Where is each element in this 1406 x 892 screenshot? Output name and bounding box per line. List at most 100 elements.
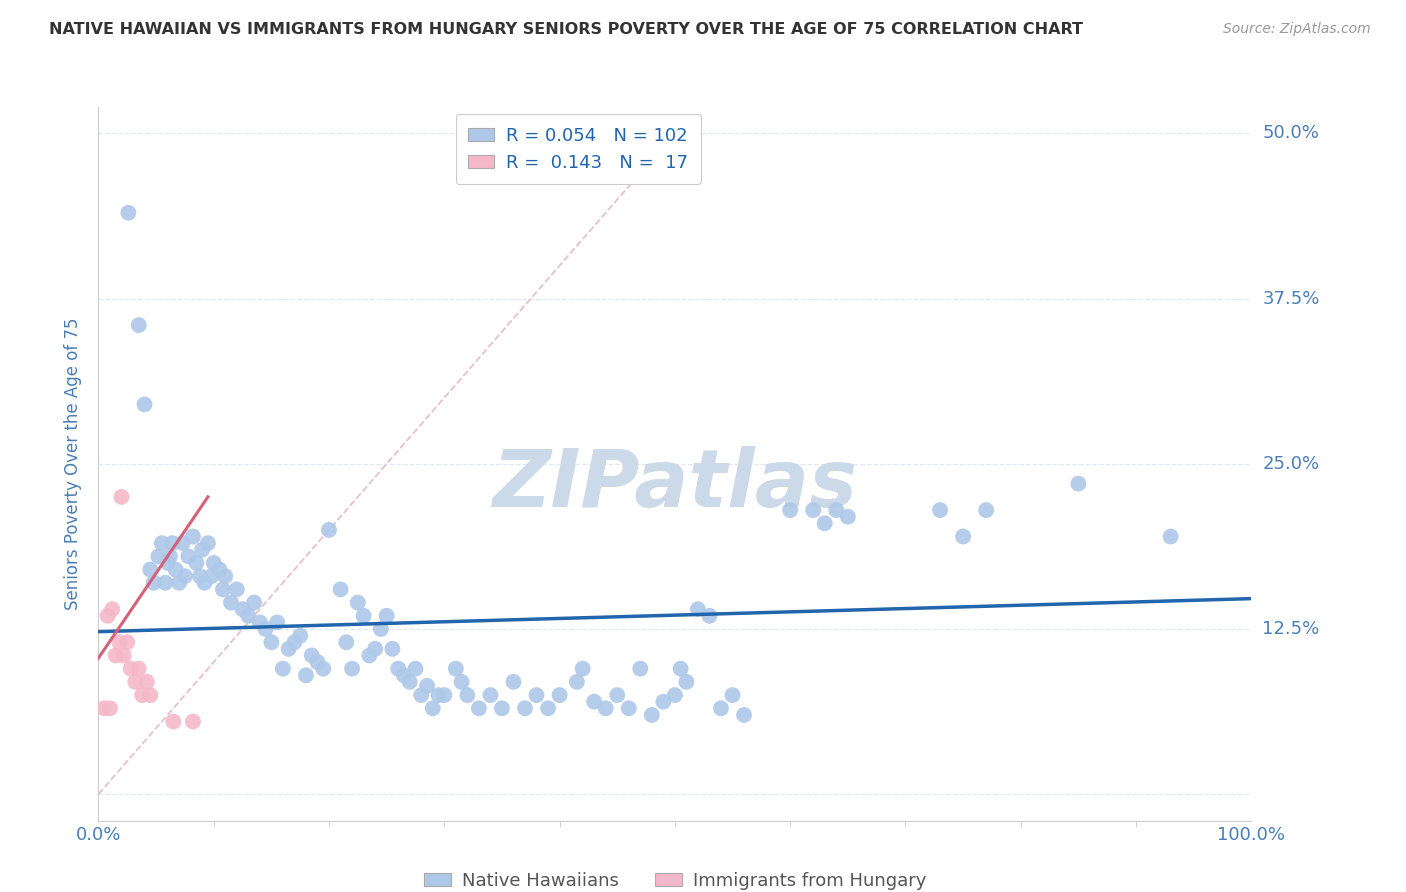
Point (214, 569, 236, 583)
Point (97, 608, 120, 623)
Point (364, 641, 387, 656)
Point (135, 674, 157, 689)
Point (134, 397, 156, 411)
Point (433, 688, 456, 702)
Text: 12.5%: 12.5% (1263, 620, 1320, 638)
Point (231, 602, 254, 616)
Point (479, 688, 502, 702)
Point (652, 695, 675, 709)
Point (277, 641, 299, 656)
Point (260, 635, 283, 649)
Point (108, 635, 131, 649)
Point (266, 615, 288, 630)
Point (526, 688, 548, 702)
Point (398, 674, 420, 689)
Point (548, 688, 571, 702)
Point (290, 629, 312, 643)
Text: NATIVE HAWAIIAN VS IMMIGRANTS FROM HUNGARY SENIORS POVERTY OVER THE AGE OF 75 CO: NATIVE HAWAIIAN VS IMMIGRANTS FROM HUNGA… (49, 22, 1083, 37)
Point (155, 575, 177, 590)
Y-axis label: Seniors Poverty Over the Age of 75: Seniors Poverty Over the Age of 75 (65, 318, 83, 610)
Point (124, 674, 146, 689)
Point (120, 662, 142, 676)
Point (312, 662, 335, 676)
Point (128, 662, 150, 676)
Text: 37.5%: 37.5% (1263, 290, 1320, 308)
Point (710, 701, 733, 715)
Point (243, 596, 266, 610)
Point (128, 318, 150, 332)
Point (491, 701, 513, 715)
Point (952, 529, 974, 543)
Point (117, 635, 138, 649)
Point (188, 569, 211, 583)
Point (416, 679, 439, 693)
Point (502, 674, 524, 689)
Point (405, 662, 427, 676)
Point (283, 635, 305, 649)
Point (172, 536, 194, 550)
Point (139, 688, 162, 702)
Point (307, 655, 329, 669)
Point (721, 688, 744, 702)
Point (101, 602, 124, 616)
Point (340, 662, 363, 676)
Point (117, 206, 139, 220)
Point (93, 701, 115, 715)
Point (98, 701, 121, 715)
Point (131, 688, 153, 702)
Point (699, 608, 721, 623)
Point (814, 516, 837, 531)
Text: ZIPatlas: ZIPatlas (492, 446, 858, 524)
Point (1067, 476, 1090, 491)
Point (427, 688, 450, 702)
Point (160, 536, 183, 550)
Point (159, 549, 181, 564)
Point (174, 569, 197, 583)
Point (1160, 529, 1182, 543)
Point (271, 662, 294, 676)
Point (139, 563, 162, 577)
Point (669, 662, 692, 676)
Point (468, 701, 491, 715)
Point (150, 536, 173, 550)
Point (238, 608, 260, 623)
Point (212, 582, 235, 597)
Point (837, 509, 859, 524)
Point (392, 668, 415, 682)
Point (181, 714, 204, 729)
Point (456, 688, 478, 702)
Point (254, 622, 277, 636)
Point (353, 608, 375, 623)
Point (249, 615, 271, 630)
Point (641, 707, 664, 722)
Point (162, 714, 184, 729)
Point (571, 662, 593, 676)
Point (335, 635, 357, 649)
Point (225, 582, 247, 597)
Point (733, 707, 755, 722)
Point (387, 662, 409, 676)
Text: 25.0%: 25.0% (1263, 455, 1320, 473)
Point (165, 563, 187, 577)
Point (346, 596, 368, 610)
Point (167, 575, 190, 590)
Point (301, 648, 323, 663)
Point (513, 701, 536, 715)
Text: Source: ZipAtlas.com: Source: ZipAtlas.com (1223, 22, 1371, 37)
Point (177, 549, 200, 564)
Point (156, 556, 179, 570)
Point (628, 662, 651, 676)
Point (329, 582, 352, 597)
Point (411, 688, 433, 702)
Point (295, 668, 318, 682)
Point (186, 556, 208, 570)
Point (801, 503, 824, 517)
Point (929, 503, 952, 517)
Point (375, 608, 398, 623)
Point (664, 688, 686, 702)
Point (617, 701, 640, 715)
Point (142, 575, 165, 590)
Point (583, 695, 606, 709)
Point (193, 575, 215, 590)
Point (148, 549, 170, 564)
